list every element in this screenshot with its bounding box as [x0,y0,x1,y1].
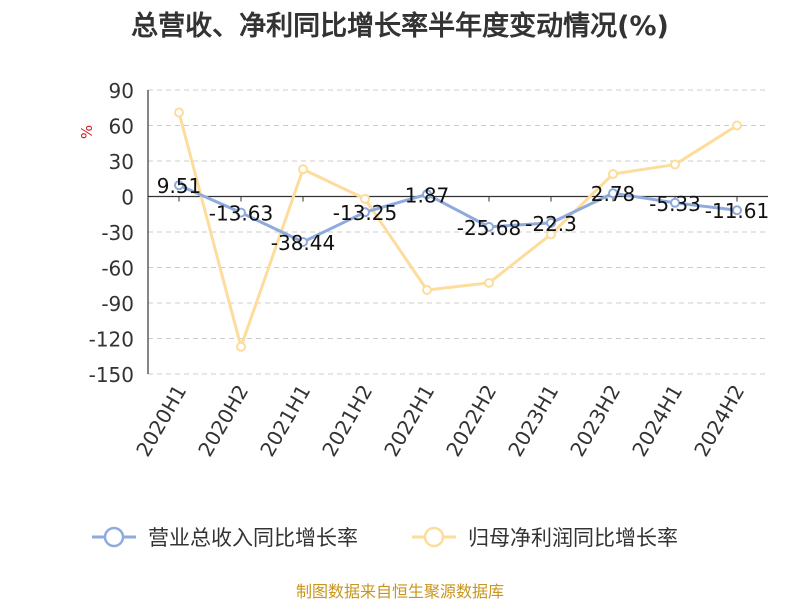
x-tick-label: 2023H1 [503,381,563,461]
data-point [608,169,618,180]
data-source-footer: 制图数据来自恒生聚源数据库 [295,582,504,601]
grid-lines [148,89,768,375]
series-line-1 [177,112,738,349]
data-point [546,229,556,240]
data-point [608,188,618,199]
data-point [732,120,742,131]
data-point [670,159,680,170]
legend-item-0[interactable]: 营业总收入同比增长率 [92,526,358,550]
data-point [422,189,432,200]
y-axis-label: % [78,125,96,139]
y-tick-label: -60 [101,257,134,281]
y-tick-label: -30 [101,221,134,245]
data-label: -13.63 [209,202,273,226]
series-line-0 [178,183,738,244]
data-label: -25.68 [457,216,521,240]
data-point [484,277,494,288]
legend[interactable]: 营业总收入同比增长率 归母净利润同比增长率 [92,526,678,550]
x-axis-ticks: 2020H1 2020H2 2021H1 2021H2 2022H1 2022H2 2023… [131,196,749,461]
data-label: -38.44 [271,231,335,255]
legend-label: 营业总收入同比增长率 [148,526,358,550]
data-point [174,107,184,118]
legend-item-1[interactable]: 归母净利润同比增长率 [412,526,678,550]
x-tick-label: 2020H1 [131,381,191,461]
data-point [236,341,246,352]
data-label: 1.87 [405,183,450,207]
data-point [422,284,432,295]
axes [147,90,768,374]
data-point [236,207,246,218]
data-label: -11.61 [705,199,769,223]
x-tick-label: 2022H2 [441,381,501,461]
x-tick-label: 2021H2 [317,381,377,461]
data-point [360,193,370,204]
y-tick-label: 60 [109,115,134,139]
series-layer [174,107,742,352]
chart-title: 总营收、净利同比增长率半年度变动情况(%) [131,11,669,42]
y-tick-label: 30 [109,150,134,174]
data-point [298,236,308,247]
x-tick-label: 2022H1 [379,381,439,461]
data-label: 9.51 [157,174,202,198]
x-tick-label: 2024H2 [689,381,749,461]
data-point [174,180,184,191]
legend-swatch-marker [423,526,445,548]
legend-swatch-marker [103,526,125,548]
data-point [360,207,370,218]
data-point [670,197,680,208]
y-axis-ticks: 90 60 30 0 -30 -60 -90 -120 -150 [89,79,134,387]
y-tick-label: 0 [121,186,134,210]
data-label: -13.25 [333,201,397,225]
x-tick-label: 2023H2 [565,381,625,461]
y-tick-label: -150 [89,363,134,387]
data-point [732,205,742,216]
data-label: 2.78 [591,182,636,206]
data-point [484,221,494,232]
data-label: -22.3 [525,212,577,236]
y-tick-label: 90 [109,79,134,103]
y-tick-label: -90 [101,292,134,316]
legend-label: 归母净利润同比增长率 [468,526,678,550]
data-label: -5.33 [649,192,701,216]
data-labels: 9.51 -13.63 -38.44 -13.25 1.87 -25.68 -22.3 2.7… [157,174,770,255]
data-point [546,217,556,228]
data-point [298,164,308,175]
x-tick-label: 2020H2 [193,381,253,461]
y-tick-label: -120 [89,328,134,352]
x-tick-label: 2021H1 [255,381,315,461]
x-tick-label: 2024H1 [627,381,687,461]
